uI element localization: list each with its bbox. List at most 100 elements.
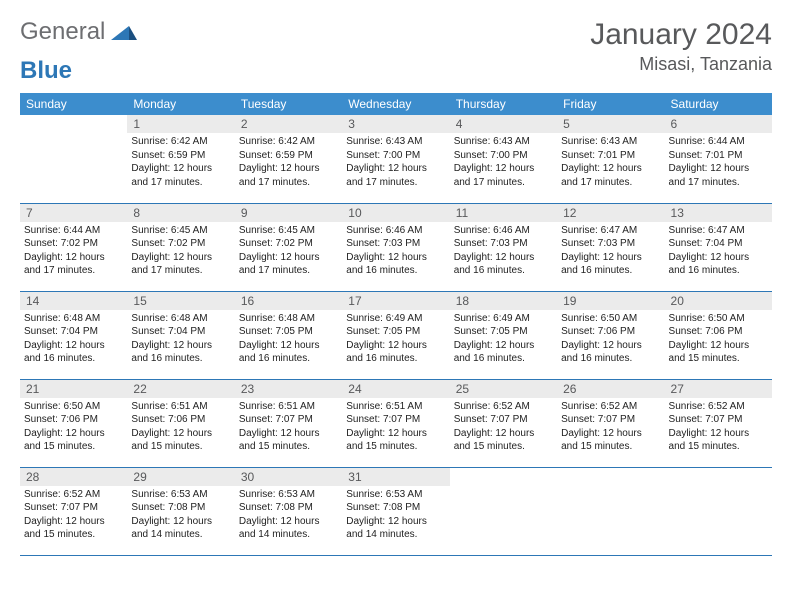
daylight-text: Daylight: 12 hours and 15 minutes.	[239, 427, 338, 454]
sunrise-text: Sunrise: 6:53 AM	[239, 488, 338, 502]
day-number: 19	[557, 292, 664, 310]
sunset-text: Sunset: 7:03 PM	[561, 237, 660, 251]
sunrise-text: Sunrise: 6:52 AM	[669, 400, 768, 414]
calendar-week-row: 28Sunrise: 6:52 AMSunset: 7:07 PMDayligh…	[20, 467, 772, 555]
daylight-text: Daylight: 12 hours and 17 minutes.	[669, 162, 768, 189]
day-number: 22	[127, 380, 234, 398]
sunrise-text: Sunrise: 6:48 AM	[24, 312, 123, 326]
sunset-text: Sunset: 7:00 PM	[454, 149, 553, 163]
calendar-day-cell: 11Sunrise: 6:46 AMSunset: 7:03 PMDayligh…	[450, 203, 557, 291]
sunrise-text: Sunrise: 6:47 AM	[669, 224, 768, 238]
calendar-day-cell: 30Sunrise: 6:53 AMSunset: 7:08 PMDayligh…	[235, 467, 342, 555]
sunset-text: Sunset: 7:05 PM	[454, 325, 553, 339]
calendar-day-cell: 21Sunrise: 6:50 AMSunset: 7:06 PMDayligh…	[20, 379, 127, 467]
day-number: 24	[342, 380, 449, 398]
sunset-text: Sunset: 6:59 PM	[239, 149, 338, 163]
day-number: 20	[665, 292, 772, 310]
sunrise-text: Sunrise: 6:42 AM	[131, 135, 230, 149]
calendar-day-cell: 3Sunrise: 6:43 AMSunset: 7:00 PMDaylight…	[342, 115, 449, 203]
calendar-day-cell: 26Sunrise: 6:52 AMSunset: 7:07 PMDayligh…	[557, 379, 664, 467]
daylight-text: Daylight: 12 hours and 16 minutes.	[24, 339, 123, 366]
sunset-text: Sunset: 7:06 PM	[561, 325, 660, 339]
sunrise-text: Sunrise: 6:49 AM	[346, 312, 445, 326]
sunrise-text: Sunrise: 6:46 AM	[454, 224, 553, 238]
sunrise-text: Sunrise: 6:52 AM	[561, 400, 660, 414]
calendar-day-cell: 24 Sunrise: 6:51 AMSunset: 7:07 PMDayligh…	[342, 379, 449, 467]
calendar-week-row: 14Sunrise: 6:48 AMSunset: 7:04 PMDayligh…	[20, 291, 772, 379]
day-details: Sunrise: 6:44 AMSunset: 7:01 PMDaylight:…	[665, 133, 772, 193]
day-details: Sunrise: 6:43 AMSunset: 7:01 PMDaylight:…	[557, 133, 664, 193]
day-details: Sunrise: 6:52 AMSunset: 7:07 PMDaylight:…	[20, 486, 127, 546]
sunset-text: Sunset: 7:07 PM	[454, 413, 553, 427]
calendar-day-cell: 29Sunrise: 6:53 AMSunset: 7:08 PMDayligh…	[127, 467, 234, 555]
day-details: Sunrise: 6:50 AMSunset: 7:06 PMDaylight:…	[557, 310, 664, 370]
sunset-text: Sunset: 7:05 PM	[239, 325, 338, 339]
daylight-text: Daylight: 12 hours and 15 minutes.	[346, 427, 445, 454]
sunset-text: Sunset: 7:04 PM	[669, 237, 768, 251]
daylight-text: Daylight: 12 hours and 15 minutes.	[669, 427, 768, 454]
calendar-day-cell: 9Sunrise: 6:45 AMSunset: 7:02 PMDaylight…	[235, 203, 342, 291]
weekday-header: Saturday	[665, 93, 772, 115]
sunset-text: Sunset: 7:06 PM	[131, 413, 230, 427]
calendar-day-cell: 12Sunrise: 6:47 AMSunset: 7:03 PMDayligh…	[557, 203, 664, 291]
sunrise-text: Sunrise: 6:51 AM	[346, 400, 445, 414]
day-number: 15	[127, 292, 234, 310]
daylight-text: Daylight: 12 hours and 16 minutes.	[561, 251, 660, 278]
day-number: 16	[235, 292, 342, 310]
day-details: Sunrise: 6:42 AMSunset: 6:59 PMDaylight:…	[127, 133, 234, 193]
day-number: 25	[450, 380, 557, 398]
calendar-day-cell: 8Sunrise: 6:45 AMSunset: 7:02 PMDaylight…	[127, 203, 234, 291]
weekday-header: Thursday	[450, 93, 557, 115]
calendar-week-row: 21Sunrise: 6:50 AMSunset: 7:06 PMDayligh…	[20, 379, 772, 467]
day-details: Sunrise: 6:50 AMSunset: 7:06 PMDaylight:…	[665, 310, 772, 370]
sunset-text: Sunset: 7:02 PM	[131, 237, 230, 251]
day-number: 6	[665, 115, 772, 133]
day-details: Sunrise: 6:51 AMSunset: 7:07 PMDaylight:…	[235, 398, 342, 458]
sunset-text: Sunset: 7:02 PM	[239, 237, 338, 251]
day-number: 17	[342, 292, 449, 310]
logo-text-general: General	[20, 18, 105, 46]
daylight-text: Daylight: 12 hours and 16 minutes.	[669, 251, 768, 278]
sunrise-text: Sunrise: 6:53 AM	[346, 488, 445, 502]
day-number: 7	[20, 204, 127, 222]
sunrise-text: Sunrise: 6:51 AM	[239, 400, 338, 414]
daylight-text: Daylight: 12 hours and 14 minutes.	[346, 515, 445, 542]
day-details: Sunrise: 6:47 AMSunset: 7:03 PMDaylight:…	[557, 222, 664, 282]
sunset-text: Sunset: 7:08 PM	[239, 501, 338, 515]
day-number: 12	[557, 204, 664, 222]
daylight-text: Daylight: 12 hours and 17 minutes.	[131, 162, 230, 189]
daylight-text: Daylight: 12 hours and 16 minutes.	[454, 251, 553, 278]
sunrise-text: Sunrise: 6:45 AM	[131, 224, 230, 238]
day-number: 30	[235, 468, 342, 486]
daylight-text: Daylight: 12 hours and 17 minutes.	[561, 162, 660, 189]
day-details: Sunrise: 6:52 AMSunset: 7:07 PMDaylight:…	[665, 398, 772, 458]
daylight-text: Daylight: 12 hours and 16 minutes.	[346, 339, 445, 366]
daylight-text: Daylight: 12 hours and 15 minutes.	[24, 427, 123, 454]
day-details: Sunrise: 6:46 AMSunset: 7:03 PMDaylight:…	[342, 222, 449, 282]
sunrise-text: Sunrise: 6:52 AM	[454, 400, 553, 414]
sunset-text: Sunset: 7:04 PM	[131, 325, 230, 339]
day-details: Sunrise: 6:51 AMSunset: 7:06 PMDaylight:…	[127, 398, 234, 458]
calendar-day-cell	[450, 467, 557, 555]
sunset-text: Sunset: 7:06 PM	[24, 413, 123, 427]
sunrise-text: Sunrise: 6:53 AM	[131, 488, 230, 502]
sunrise-text: Sunrise: 6:44 AM	[24, 224, 123, 238]
day-number: 5	[557, 115, 664, 133]
calendar-day-cell	[557, 467, 664, 555]
sunset-text: Sunset: 7:07 PM	[346, 413, 445, 427]
daylight-text: Daylight: 12 hours and 17 minutes.	[239, 251, 338, 278]
calendar-table: Sunday Monday Tuesday Wednesday Thursday…	[20, 93, 772, 556]
calendar-day-cell: 28Sunrise: 6:52 AMSunset: 7:07 PMDayligh…	[20, 467, 127, 555]
daylight-text: Daylight: 12 hours and 17 minutes.	[24, 251, 123, 278]
day-details: Sunrise: 6:50 AMSunset: 7:06 PMDaylight:…	[20, 398, 127, 458]
sunrise-text: Sunrise: 6:47 AM	[561, 224, 660, 238]
day-details: Sunrise: 6:43 AMSunset: 7:00 PMDaylight:…	[450, 133, 557, 193]
daylight-text: Daylight: 12 hours and 14 minutes.	[131, 515, 230, 542]
calendar-day-cell: 7Sunrise: 6:44 AMSunset: 7:02 PMDaylight…	[20, 203, 127, 291]
calendar-day-cell: 13Sunrise: 6:47 AMSunset: 7:04 PMDayligh…	[665, 203, 772, 291]
logo: General	[20, 18, 139, 46]
day-details: Sunrise: 6:52 AMSunset: 7:07 PMDaylight:…	[450, 398, 557, 458]
day-details: Sunrise: 6:48 AMSunset: 7:04 PMDaylight:…	[20, 310, 127, 370]
sunrise-text: Sunrise: 6:48 AM	[239, 312, 338, 326]
sunset-text: Sunset: 7:03 PM	[454, 237, 553, 251]
